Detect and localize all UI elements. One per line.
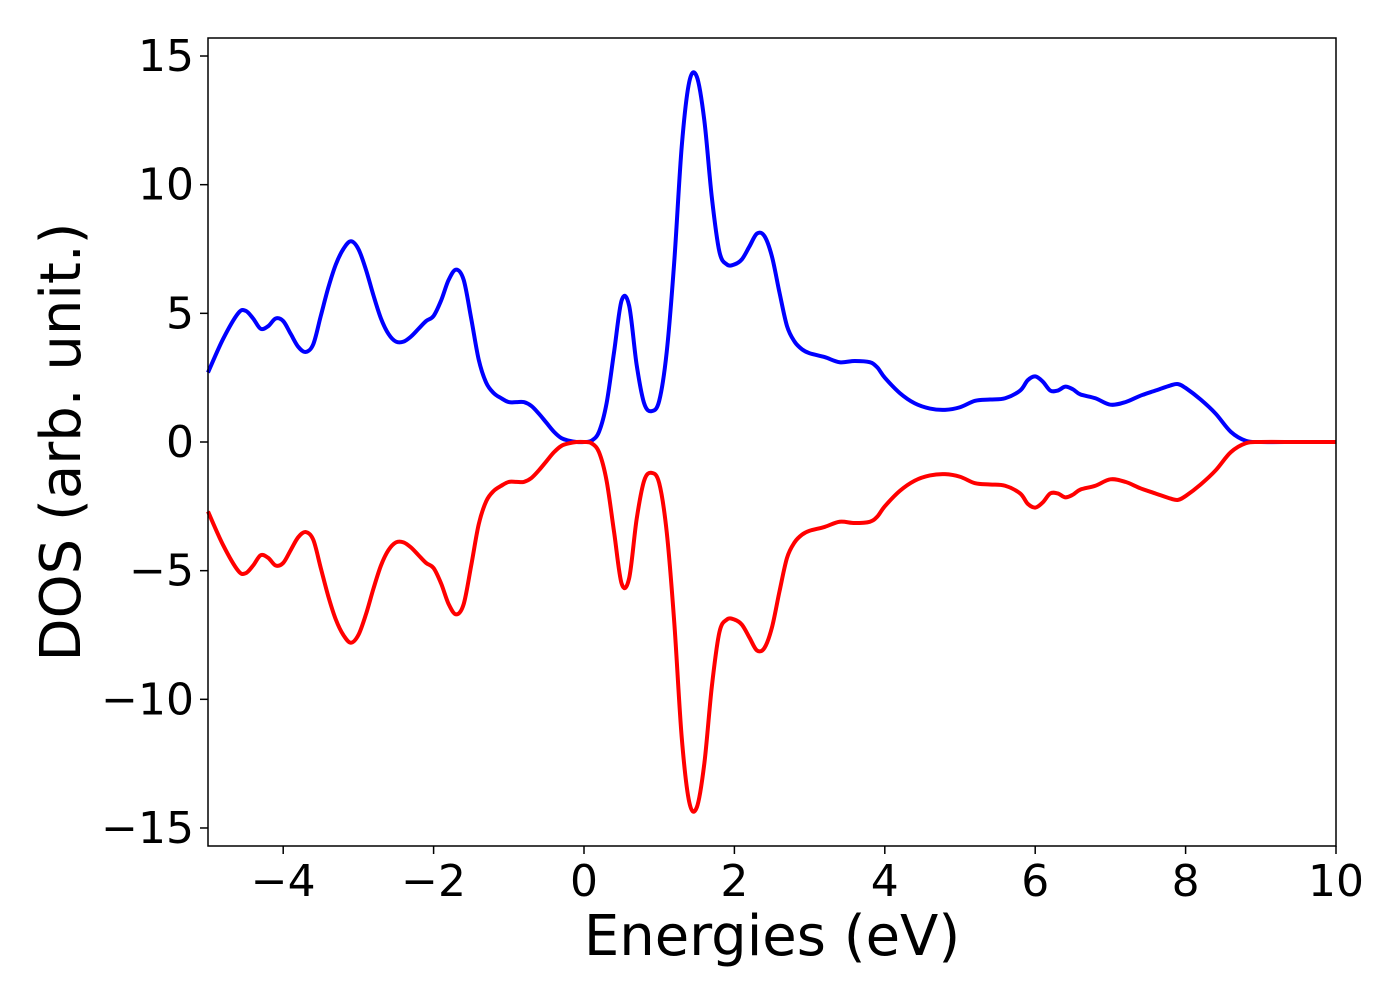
series-line-2 <box>206 439 1336 814</box>
y-tick-label: 10 <box>138 160 194 211</box>
x-axis: −4 −2 0 2 4 6 8 10 <box>251 846 1364 907</box>
y-tick-label: −15 <box>101 803 194 854</box>
x-tick-label: −4 <box>251 856 316 907</box>
x-tick-label: 8 <box>1172 856 1200 907</box>
y-tick-label: 5 <box>166 288 194 339</box>
x-tick-label: 6 <box>1021 856 1049 907</box>
x-tick-label: 10 <box>1308 856 1364 907</box>
x-tick-label: 2 <box>720 856 748 907</box>
x-tick-label: −2 <box>401 856 466 907</box>
y-axis-title: DOS (arb. unit.) <box>29 222 94 661</box>
y-tick-label: 0 <box>166 417 194 468</box>
y-tick-label: −10 <box>101 674 194 725</box>
plot-area <box>206 70 1336 814</box>
y-tick-label: −5 <box>129 546 194 597</box>
y-axis: 15 10 5 0 −5 −10 −15 <box>101 31 208 854</box>
series-line-1 <box>206 70 1336 445</box>
x-axis-title: Energies (eV) <box>584 904 960 969</box>
plot-background <box>208 38 1336 846</box>
x-tick-label: 4 <box>871 856 899 907</box>
x-tick-label: 0 <box>570 856 598 907</box>
y-tick-label: 15 <box>138 31 194 82</box>
